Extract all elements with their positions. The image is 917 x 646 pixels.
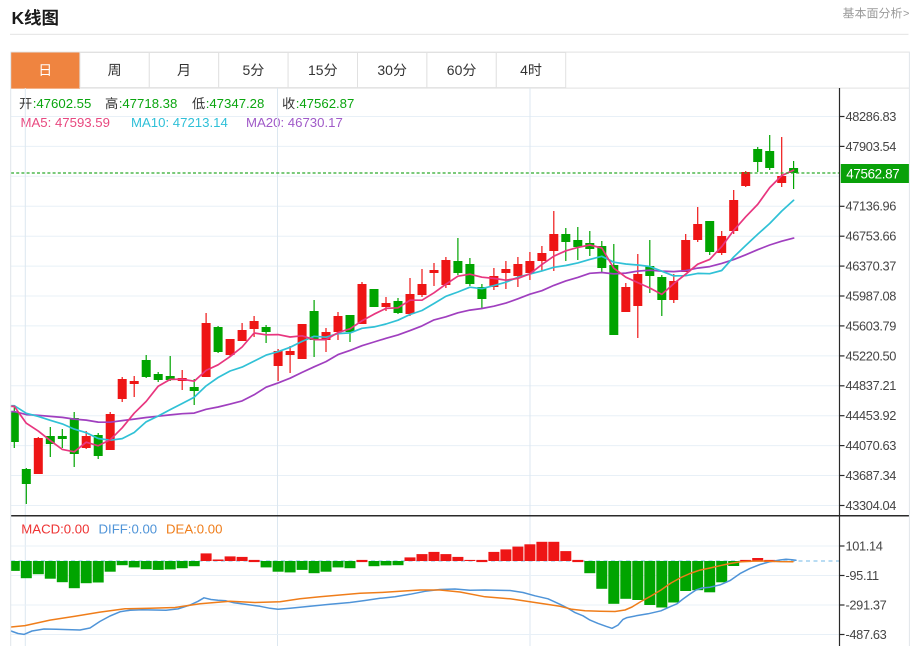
svg-text:44453.92: 44453.92	[846, 408, 897, 423]
svg-text:47562.87: 47562.87	[846, 166, 899, 181]
svg-text:K: K	[12, 8, 25, 28]
svg-text:47903.54: 47903.54	[846, 139, 897, 154]
svg-text:MACD:0.00: MACD:0.00	[21, 522, 89, 537]
svg-text:DEA:0.00: DEA:0.00	[166, 522, 222, 537]
svg-text:-487.63: -487.63	[846, 627, 887, 642]
svg-text:15: 15	[308, 62, 324, 78]
svg-text:-291.37: -291.37	[846, 597, 887, 612]
svg-text:>: >	[903, 8, 909, 20]
svg-text::47562.87: :47562.87	[296, 96, 355, 111]
svg-text:43304.04: 43304.04	[846, 498, 897, 513]
svg-text::47718.38: :47718.38	[119, 96, 178, 111]
svg-text:MA5: 47593.59: MA5: 47593.59	[21, 115, 110, 130]
svg-text:-95.11: -95.11	[846, 568, 879, 583]
svg-text:5: 5	[243, 62, 251, 78]
svg-text:46753.66: 46753.66	[846, 229, 897, 244]
svg-text:4: 4	[520, 62, 528, 78]
svg-text:43687.34: 43687.34	[846, 468, 897, 483]
svg-text:60: 60	[447, 62, 463, 78]
svg-text:45220.50: 45220.50	[846, 348, 897, 363]
svg-text:DIFF:0.00: DIFF:0.00	[99, 522, 158, 537]
svg-text::47602.55: :47602.55	[33, 96, 92, 111]
svg-text:30: 30	[377, 62, 393, 78]
svg-text:45987.08: 45987.08	[846, 288, 897, 303]
svg-text:MA20: 46730.17: MA20: 46730.17	[246, 115, 343, 130]
svg-text:44070.63: 44070.63	[846, 438, 897, 453]
svg-text:48286.83: 48286.83	[846, 109, 897, 124]
svg-text:101.14: 101.14	[846, 538, 883, 553]
svg-text::47347.28: :47347.28	[206, 96, 265, 111]
svg-text:45603.79: 45603.79	[846, 318, 897, 333]
svg-text:MA10: 47213.14: MA10: 47213.14	[131, 115, 228, 130]
svg-text:46370.37: 46370.37	[846, 259, 897, 274]
svg-text:44837.21: 44837.21	[846, 378, 897, 393]
svg-text:47136.96: 47136.96	[846, 199, 897, 214]
